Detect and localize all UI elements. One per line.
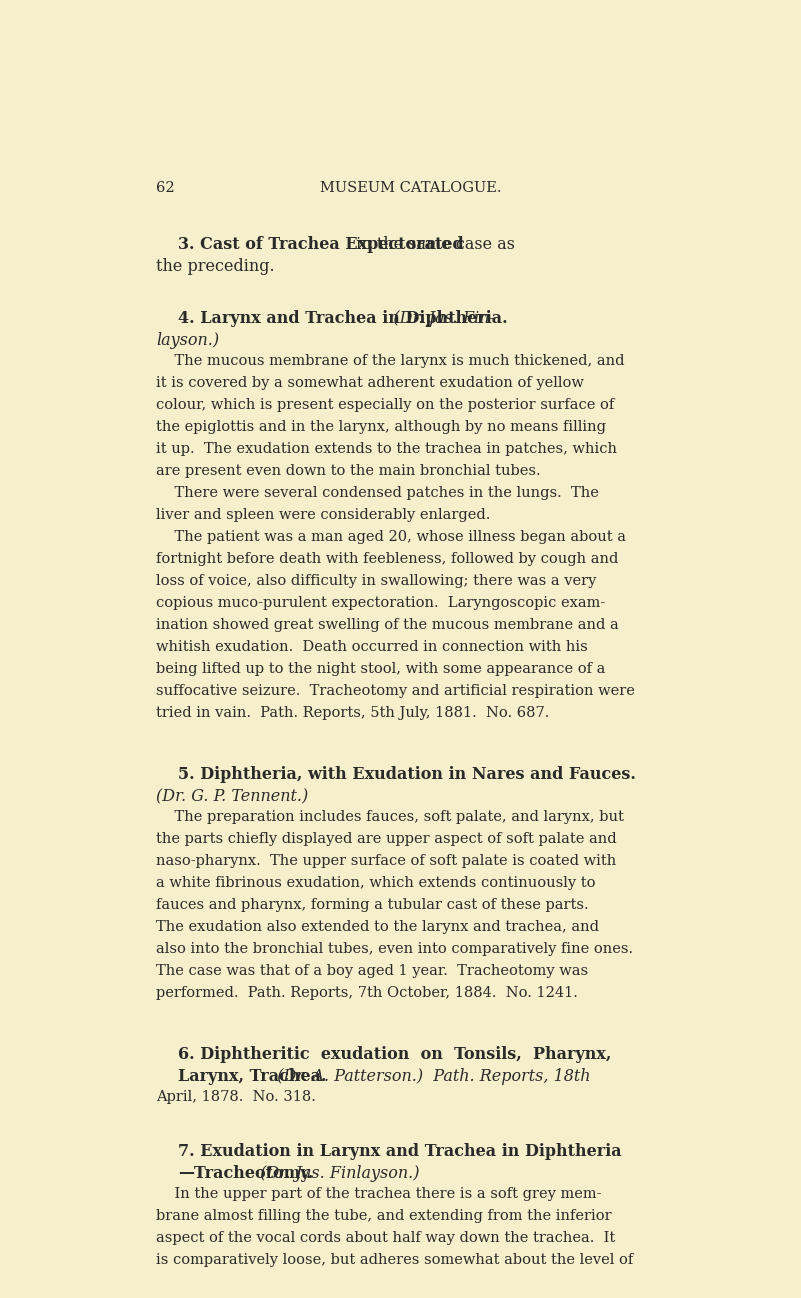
Text: fauces and pharynx, forming a tubular cast of these parts.: fauces and pharynx, forming a tubular ca… [156, 898, 589, 912]
Text: (Dr. Jas. Fin-: (Dr. Jas. Fin- [378, 310, 495, 327]
Text: fortnight before death with feebleness, followed by cough and: fortnight before death with feebleness, … [156, 553, 618, 566]
Text: (Dr. A. Patterson.)  Path. Reports, 18th: (Dr. A. Patterson.) Path. Reports, 18th [267, 1068, 590, 1085]
Text: The case was that of a boy aged 1 year.  Tracheotomy was: The case was that of a boy aged 1 year. … [156, 964, 588, 979]
Text: it up.  The exudation extends to the trachea in patches, which: it up. The exudation extends to the trac… [156, 443, 617, 457]
Text: the parts chiefly displayed are upper aspect of soft palate and: the parts chiefly displayed are upper as… [156, 832, 617, 846]
Text: a white fibrinous exudation, which extends continuously to: a white fibrinous exudation, which exten… [156, 876, 595, 890]
Text: also into the bronchial tubes, even into comparatively fine ones.: also into the bronchial tubes, even into… [156, 942, 633, 957]
Text: layson.): layson.) [156, 332, 219, 349]
Text: it is covered by a somewhat adherent exudation of yellow: it is covered by a somewhat adherent exu… [156, 376, 584, 391]
Text: The preparation includes fauces, soft palate, and larynx, but: The preparation includes fauces, soft pa… [156, 810, 624, 824]
Text: (Dr. Jas. Finlayson.): (Dr. Jas. Finlayson.) [250, 1164, 420, 1181]
Text: naso-pharynx.  The upper surface of soft palate is coated with: naso-pharynx. The upper surface of soft … [156, 854, 616, 868]
Text: is comparatively loose, but adheres somewhat about the level of: is comparatively loose, but adheres some… [156, 1253, 634, 1267]
Text: brane almost filling the tube, and extending from the inferior: brane almost filling the tube, and exten… [156, 1208, 612, 1223]
Text: ination showed great swelling of the mucous membrane and a: ination showed great swelling of the muc… [156, 618, 618, 632]
Text: whitish exudation.  Death occurred in connection with his: whitish exudation. Death occurred in con… [156, 640, 588, 654]
Text: liver and spleen were considerably enlarged.: liver and spleen were considerably enlar… [156, 509, 490, 522]
Text: 62: 62 [156, 180, 175, 195]
Text: are present even down to the main bronchial tubes.: are present even down to the main bronch… [156, 465, 541, 479]
Text: the epiglottis and in the larynx, although by no means filling: the epiglottis and in the larynx, althou… [156, 421, 606, 435]
Text: The exudation also extended to the larynx and trachea, and: The exudation also extended to the laryn… [156, 920, 599, 935]
Text: being lifted up to the night stool, with some appearance of a: being lifted up to the night stool, with… [156, 662, 606, 676]
Text: tried in vain.  Path. Reports, 5th July, 1881.  No. 687.: tried in vain. Path. Reports, 5th July, … [156, 706, 549, 720]
Text: —Tracheotomy.: —Tracheotomy. [178, 1164, 313, 1181]
Text: 5. Diphtheria, with Exudation in Nares and Fauces.: 5. Diphtheria, with Exudation in Nares a… [178, 766, 636, 783]
Text: 4. Larynx and Trachea in Diphtheria.: 4. Larynx and Trachea in Diphtheria. [178, 310, 507, 327]
Text: performed.  Path. Reports, 7th October, 1884.  No. 1241.: performed. Path. Reports, 7th October, 1… [156, 986, 578, 1001]
Text: Larynx, Trachea.: Larynx, Trachea. [178, 1068, 326, 1085]
Text: aspect of the vocal cords about half way down the trachea.  It: aspect of the vocal cords about half way… [156, 1231, 615, 1245]
Text: In the upper part of the trachea there is a soft grey mem-: In the upper part of the trachea there i… [156, 1186, 602, 1201]
Text: 7. Exudation in Larynx and Trachea in Diphtheria: 7. Exudation in Larynx and Trachea in Di… [178, 1142, 622, 1160]
Text: 3. Cast of Trachea Expectorated: 3. Cast of Trachea Expectorated [178, 236, 464, 253]
Text: copious muco-purulent expectoration.  Laryngoscopic exam-: copious muco-purulent expectoration. Lar… [156, 596, 606, 610]
Text: April, 1878.  No. 318.: April, 1878. No. 318. [156, 1090, 316, 1105]
Text: The mucous membrane of the larynx is much thickened, and: The mucous membrane of the larynx is muc… [156, 354, 625, 369]
Text: in the same case as: in the same case as [351, 236, 514, 253]
Text: suffocative seizure.  Tracheotomy and artificial respiration were: suffocative seizure. Tracheotomy and art… [156, 684, 635, 698]
Text: the preceding.: the preceding. [156, 258, 275, 275]
Text: 6. Diphtheritic  exudation  on  Tonsils,  Pharynx,: 6. Diphtheritic exudation on Tonsils, Ph… [178, 1046, 611, 1063]
Text: colour, which is present especially on the posterior surface of: colour, which is present especially on t… [156, 398, 614, 413]
Text: MUSEUM CATALOGUE.: MUSEUM CATALOGUE. [320, 180, 501, 195]
Text: The patient was a man aged 20, whose illness began about a: The patient was a man aged 20, whose ill… [156, 531, 626, 544]
Text: loss of voice, also difficulty in swallowing; there was a very: loss of voice, also difficulty in swallo… [156, 574, 597, 588]
Text: (Dr. G. P. Tennent.): (Dr. G. P. Tennent.) [156, 788, 308, 805]
Text: There were several condensed patches in the lungs.  The: There were several condensed patches in … [156, 487, 599, 501]
